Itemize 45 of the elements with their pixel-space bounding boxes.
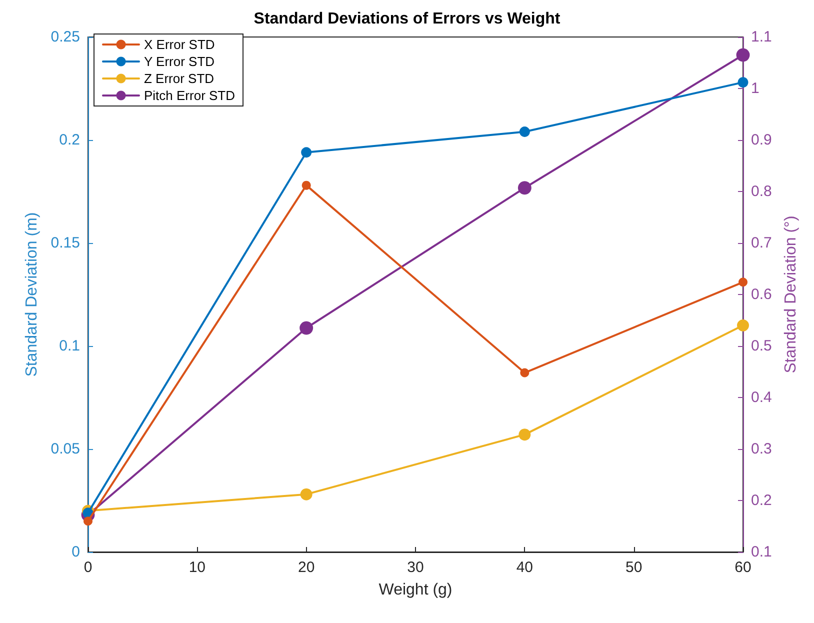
y2-tick-label: 0.2 <box>751 492 772 509</box>
point <box>519 126 530 138</box>
point <box>518 181 532 195</box>
x-tick-label: 0 <box>84 559 92 576</box>
point <box>302 180 311 190</box>
y2-tick-label: 0.4 <box>751 389 772 406</box>
y2-tick-label: 0.9 <box>751 132 772 148</box>
y-tick-label: 0.05 <box>50 440 80 458</box>
point <box>301 147 312 158</box>
y2-tick-label: 1 <box>751 80 760 97</box>
point <box>84 516 92 526</box>
y2-tick-label: 0.5 <box>751 338 772 354</box>
legend-label: Pitch Error STD <box>144 88 236 103</box>
y2-tick-label: 1.1 <box>751 28 772 46</box>
y-tick-label: 0.25 <box>50 28 80 46</box>
point <box>300 488 312 500</box>
chart-title: Standard Deviations of Errors vs Weight <box>254 10 561 28</box>
y-tick-label: 0.2 <box>59 132 80 148</box>
y-axis-title: Standard Deviation (m) <box>23 212 40 377</box>
point <box>736 48 750 62</box>
x-tick-label: 40 <box>516 559 534 576</box>
x-tick-label: 30 <box>407 559 424 576</box>
legend-label: Z Error STD <box>144 71 214 86</box>
legend-label: Y Error STD <box>144 54 215 69</box>
x-axis-title: Weight (g) <box>378 582 452 598</box>
legend-label: X Error STD <box>144 37 215 52</box>
x-tick-label: 60 <box>734 559 752 576</box>
x-tick-label: 10 <box>188 559 206 576</box>
y2-tick-label: 0.3 <box>751 440 772 458</box>
y2-tick-label: 0.8 <box>751 183 772 200</box>
point <box>737 319 749 332</box>
point <box>518 428 531 441</box>
x-tick-label: 20 <box>298 559 315 576</box>
point <box>738 278 748 287</box>
y-tick-label: 0.15 <box>50 234 80 252</box>
x-tick-label: 50 <box>625 559 642 576</box>
point <box>520 368 530 378</box>
point <box>738 77 748 88</box>
y2-tick-label: 0.6 <box>751 286 772 303</box>
y2-tick-label: 0.7 <box>751 234 772 252</box>
y-tick-label: 0 <box>72 544 80 560</box>
y2-tick-label: 0.1 <box>751 544 772 560</box>
y2-axis-title: Standard Deviation (°) <box>782 216 800 374</box>
y-tick-label: 0.1 <box>59 338 80 354</box>
point <box>300 321 314 335</box>
